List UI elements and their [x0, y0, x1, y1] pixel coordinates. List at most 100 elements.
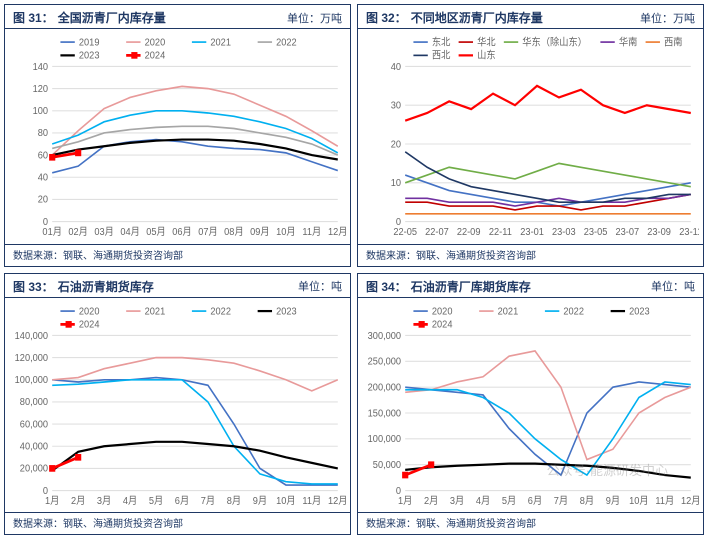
- chart-area: 050,000100,000150,000200,000250,000300,0…: [358, 298, 703, 513]
- svg-text:4月: 4月: [123, 495, 137, 506]
- svg-text:9月: 9月: [606, 495, 620, 506]
- svg-text:20: 20: [38, 194, 48, 205]
- svg-text:2020: 2020: [145, 37, 166, 48]
- svg-text:23-09: 23-09: [647, 227, 671, 238]
- chart-area: 01020304022-0522-0722-0922-1123-0123-032…: [358, 29, 703, 244]
- chart-title: 石油沥青厂库期货库存: [407, 278, 651, 295]
- svg-text:2021: 2021: [498, 306, 519, 317]
- panel-header: 图 33：石油沥青期货库存单位：吨: [5, 274, 350, 298]
- svg-text:11月: 11月: [302, 495, 321, 506]
- svg-text:23-05: 23-05: [584, 227, 608, 238]
- svg-text:05月: 05月: [146, 227, 166, 238]
- svg-text:23-01: 23-01: [520, 227, 544, 238]
- panel-header: 图 32：不同地区沥青厂内库存量单位：万吨: [358, 5, 703, 29]
- panel-header: 图 31：全国沥青厂内库存量单位：万吨: [5, 5, 350, 29]
- svg-text:2023: 2023: [79, 50, 100, 61]
- svg-text:1月: 1月: [398, 495, 412, 506]
- data-source: 数据来源：钢联、海通期货投资咨询部: [358, 512, 703, 534]
- svg-text:22-05: 22-05: [393, 227, 417, 238]
- panel-p32: 图 32：不同地区沥青厂内库存量单位：万吨01020304022-0522-07…: [357, 4, 704, 267]
- svg-text:120,000: 120,000: [15, 352, 48, 363]
- svg-text:23-07: 23-07: [616, 227, 640, 238]
- svg-text:9月: 9月: [253, 495, 267, 506]
- svg-text:华南: 华南: [619, 36, 638, 48]
- svg-text:40,000: 40,000: [20, 441, 48, 452]
- panel-p31: 图 31：全国沥青厂内库存量单位：万吨02040608010012014001月…: [4, 4, 351, 267]
- chart-unit: 单位：万吨: [287, 10, 342, 26]
- svg-text:08月: 08月: [224, 227, 244, 238]
- svg-text:2021: 2021: [210, 37, 231, 48]
- svg-text:100: 100: [33, 106, 48, 117]
- svg-text:120: 120: [33, 84, 48, 95]
- svg-text:3月: 3月: [97, 495, 111, 506]
- svg-text:2022: 2022: [276, 37, 297, 48]
- figure-label: 图 33：: [13, 278, 54, 295]
- svg-text:12月: 12月: [328, 495, 346, 506]
- svg-text:1月: 1月: [45, 495, 59, 506]
- svg-text:20: 20: [391, 139, 401, 150]
- chart-area: 020,00040,00060,00080,000100,000120,0001…: [5, 298, 350, 513]
- chart-unit: 单位：吨: [298, 278, 342, 294]
- svg-text:2024: 2024: [432, 319, 453, 330]
- svg-text:60,000: 60,000: [20, 419, 48, 430]
- svg-text:2月: 2月: [71, 495, 85, 506]
- svg-text:2022: 2022: [563, 306, 584, 317]
- svg-text:11月: 11月: [302, 227, 321, 238]
- svg-text:2021: 2021: [145, 306, 166, 317]
- svg-text:8月: 8月: [580, 495, 594, 506]
- svg-text:10: 10: [391, 178, 401, 189]
- svg-text:6月: 6月: [528, 495, 542, 506]
- svg-text:山东: 山东: [477, 49, 496, 61]
- svg-text:2019: 2019: [79, 37, 100, 48]
- svg-text:80: 80: [38, 128, 48, 139]
- svg-text:30: 30: [391, 100, 401, 111]
- chart-unit: 单位：万吨: [640, 10, 695, 26]
- svg-text:03月: 03月: [94, 227, 114, 238]
- svg-text:23-03: 23-03: [552, 227, 576, 238]
- svg-text:20,000: 20,000: [20, 463, 48, 474]
- svg-text:2024: 2024: [145, 50, 166, 61]
- svg-text:60: 60: [38, 150, 48, 161]
- svg-text:80,000: 80,000: [20, 396, 48, 407]
- svg-text:东北: 东北: [432, 36, 451, 48]
- panel-header: 图 34：石油沥青厂库期货库存单位：吨: [358, 274, 703, 298]
- panel-p33: 图 33：石油沥青期货库存单位：吨020,00040,00060,00080,0…: [4, 273, 351, 536]
- figure-label: 图 34：: [366, 278, 407, 295]
- svg-text:8月: 8月: [227, 495, 241, 506]
- svg-text:50,000: 50,000: [373, 459, 401, 470]
- svg-text:22-11: 22-11: [489, 227, 512, 238]
- svg-text:2024: 2024: [79, 319, 100, 330]
- svg-text:07月: 07月: [198, 227, 218, 238]
- svg-text:02月: 02月: [68, 227, 88, 238]
- svg-text:04月: 04月: [120, 227, 140, 238]
- svg-text:250,000: 250,000: [368, 356, 401, 367]
- data-source: 数据来源：钢联、海通期货投资咨询部: [5, 244, 350, 266]
- svg-text:12月: 12月: [681, 495, 699, 506]
- svg-text:2020: 2020: [79, 306, 100, 317]
- figure-label: 图 32：: [366, 9, 407, 26]
- svg-text:2月: 2月: [424, 495, 438, 506]
- svg-text:12月: 12月: [328, 227, 346, 238]
- chart-title: 不同地区沥青厂内库存量: [407, 9, 640, 26]
- svg-text:华东（除山东）: 华东（除山东）: [522, 36, 587, 48]
- svg-text:300,000: 300,000: [368, 330, 401, 341]
- svg-text:7月: 7月: [554, 495, 568, 506]
- chart-title: 全国沥青厂内库存量: [54, 9, 287, 26]
- svg-text:5月: 5月: [502, 495, 516, 506]
- svg-text:01月: 01月: [42, 227, 62, 238]
- svg-text:2023: 2023: [629, 306, 650, 317]
- data-source: 数据来源：钢联、海通期货投资咨询部: [5, 512, 350, 534]
- svg-text:150,000: 150,000: [368, 408, 401, 419]
- svg-text:2023: 2023: [276, 306, 297, 317]
- svg-text:23-11: 23-11: [679, 227, 699, 238]
- svg-text:100,000: 100,000: [15, 374, 48, 385]
- svg-text:西北: 西北: [432, 50, 451, 61]
- figure-label: 图 31：: [13, 9, 54, 26]
- svg-text:22-07: 22-07: [425, 227, 449, 238]
- svg-text:10月: 10月: [629, 495, 649, 506]
- svg-text:10月: 10月: [276, 227, 296, 238]
- svg-text:7月: 7月: [201, 495, 215, 506]
- svg-text:5月: 5月: [149, 495, 163, 506]
- svg-text:140,000: 140,000: [15, 330, 48, 341]
- svg-text:40: 40: [38, 172, 48, 183]
